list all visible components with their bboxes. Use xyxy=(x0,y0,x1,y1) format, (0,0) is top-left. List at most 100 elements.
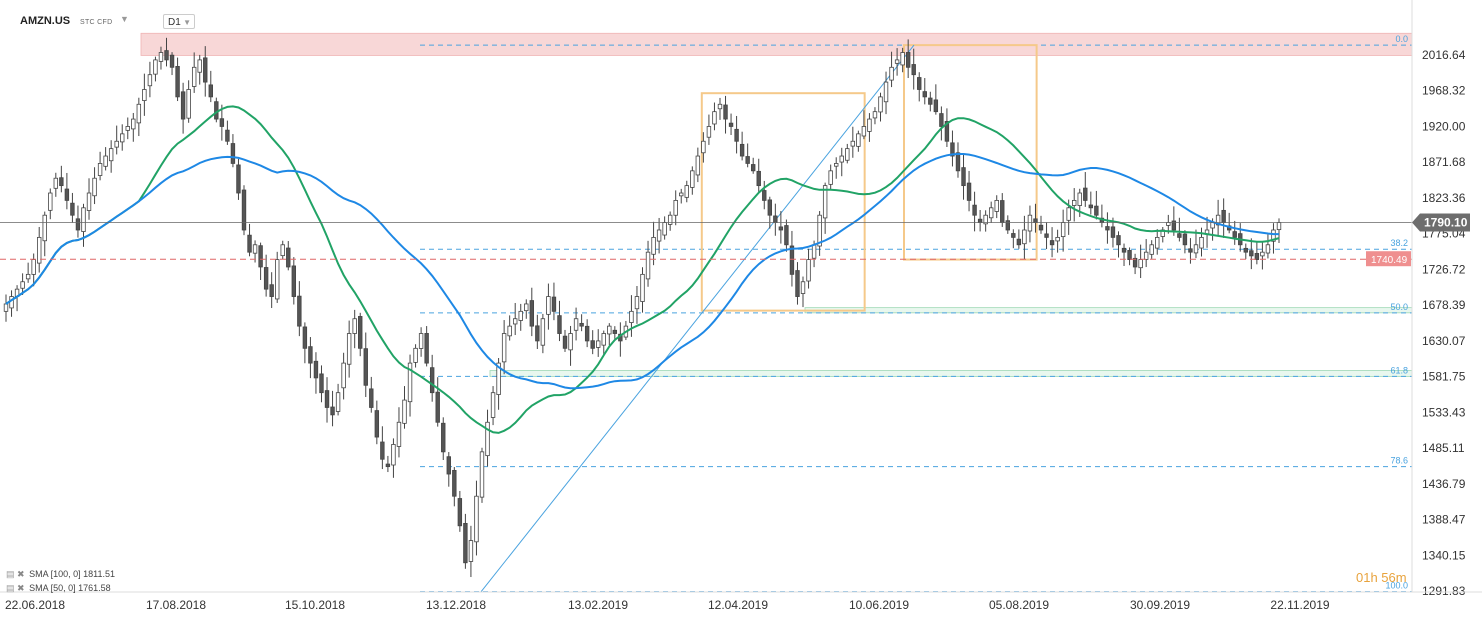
close-icon[interactable]: ✖ xyxy=(17,569,25,579)
indicator-menu-icon[interactable]: ▤ xyxy=(6,569,15,579)
candle xyxy=(1193,244,1199,254)
candle xyxy=(59,177,64,187)
candle xyxy=(529,300,535,327)
timeframe-label: D1 xyxy=(168,17,181,28)
price-tick-label: 1388.47 xyxy=(1422,513,1466,527)
candle xyxy=(1016,238,1022,246)
candle xyxy=(507,325,512,337)
candle xyxy=(883,81,889,103)
candle xyxy=(817,214,822,247)
candle xyxy=(966,182,972,201)
candle xyxy=(1094,205,1099,216)
symbol-dropdown-icon[interactable]: ▼ xyxy=(120,14,129,24)
candle xyxy=(48,192,53,211)
candle xyxy=(518,310,523,321)
candle xyxy=(37,236,42,264)
candle xyxy=(457,498,463,527)
candle xyxy=(1249,250,1254,257)
candle xyxy=(429,367,435,394)
price-tick-label: 1436.79 xyxy=(1422,477,1466,491)
candle xyxy=(640,273,645,302)
candle xyxy=(607,325,612,335)
candle xyxy=(441,422,446,453)
candle xyxy=(1083,187,1088,201)
sma50-legend[interactable]: ▤ ✖ SMA [50, 0] 1761.58 xyxy=(6,583,111,594)
candle xyxy=(358,316,363,349)
candle xyxy=(828,170,833,185)
candle xyxy=(20,281,25,289)
candle xyxy=(939,113,944,127)
indicator-menu-icon[interactable]: ▤ xyxy=(6,583,15,593)
price-tick-label: 1920.00 xyxy=(1422,119,1466,133)
sma50-legend-value: 1761.58 xyxy=(78,583,111,593)
candle xyxy=(164,50,169,61)
candle xyxy=(994,200,999,212)
price-tick-label: 1581.75 xyxy=(1422,370,1466,384)
candle xyxy=(701,140,706,154)
candle xyxy=(1049,240,1055,246)
sma100-legend[interactable]: ▤ ✖ SMA [100, 0] 1811.51 xyxy=(6,569,115,580)
fib-level-label: 61.8 xyxy=(1390,365,1408,375)
candle xyxy=(706,126,712,138)
candle xyxy=(784,225,789,246)
candle xyxy=(922,91,927,98)
candle xyxy=(297,295,302,327)
candle xyxy=(806,259,811,282)
candle xyxy=(219,118,225,127)
sma50-legend-label: SMA [50, 0] xyxy=(29,583,76,593)
candle xyxy=(856,133,861,147)
candle xyxy=(1182,233,1188,246)
price-tick-label: 1823.36 xyxy=(1422,191,1466,205)
candle xyxy=(407,362,413,403)
candle xyxy=(186,89,191,119)
candle xyxy=(750,164,756,172)
candle xyxy=(894,59,900,64)
candle xyxy=(352,318,357,334)
candle xyxy=(131,118,136,130)
candle xyxy=(1265,244,1271,254)
candle xyxy=(679,192,684,197)
candle xyxy=(485,421,490,457)
candle xyxy=(1271,229,1276,242)
candle xyxy=(120,133,125,143)
candle xyxy=(1127,250,1132,260)
candle xyxy=(391,444,396,466)
candle xyxy=(286,247,291,268)
candle xyxy=(662,222,667,236)
candle xyxy=(861,126,867,137)
candle xyxy=(712,111,717,125)
candle xyxy=(734,128,739,142)
candle xyxy=(452,469,457,497)
candle xyxy=(562,335,568,349)
candle xyxy=(1155,236,1160,249)
price-tick-label: 1726.72 xyxy=(1422,262,1466,276)
candle xyxy=(346,333,352,365)
candle xyxy=(811,244,817,259)
candle xyxy=(905,52,911,68)
candle xyxy=(1138,259,1143,269)
sma100-legend-label: SMA [100, 0] xyxy=(29,569,81,579)
timeframe-selector[interactable]: D1 ▼ xyxy=(163,14,195,29)
sma100-legend-value: 1811.51 xyxy=(83,569,116,579)
date-tick-label: 22.06.2018 xyxy=(5,598,65,612)
price-tick-label: 1485.11 xyxy=(1422,441,1465,455)
close-icon[interactable]: ✖ xyxy=(17,583,25,593)
candle xyxy=(690,170,695,188)
candle xyxy=(424,333,429,364)
candle xyxy=(1000,200,1005,224)
candle xyxy=(834,163,839,167)
candle xyxy=(889,66,894,81)
candle xyxy=(656,229,662,242)
candle xyxy=(501,333,507,363)
candle xyxy=(739,143,745,157)
current-price-label: 1790.10 xyxy=(1424,216,1468,230)
candle xyxy=(778,226,784,231)
candle xyxy=(75,218,81,231)
candle xyxy=(634,296,640,310)
candle xyxy=(789,245,795,275)
candle xyxy=(31,259,36,275)
candle xyxy=(435,391,440,423)
candle xyxy=(762,190,767,201)
marked-level-tag xyxy=(1366,251,1411,267)
